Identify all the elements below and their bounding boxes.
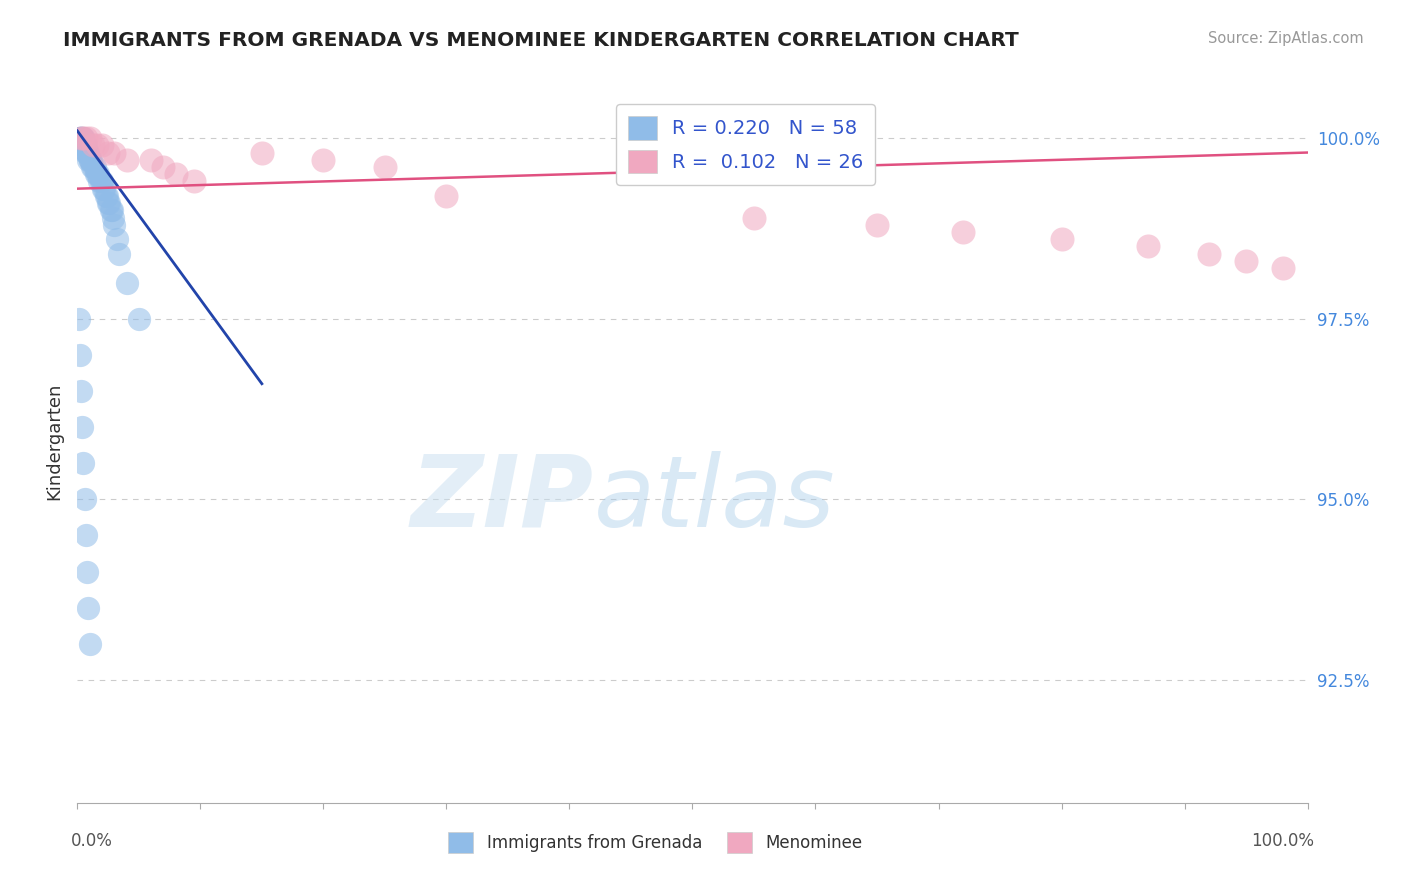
Point xyxy=(75,138,97,153)
Point xyxy=(89,174,111,188)
Point xyxy=(250,145,273,160)
Point xyxy=(73,492,96,507)
Point xyxy=(152,160,174,174)
Point xyxy=(115,153,138,167)
Point xyxy=(72,131,94,145)
Point xyxy=(76,565,98,579)
Point xyxy=(70,131,93,145)
Point xyxy=(69,131,91,145)
Point xyxy=(70,131,93,145)
Point xyxy=(86,138,108,153)
Point xyxy=(94,189,117,203)
Point xyxy=(70,420,93,434)
Point xyxy=(866,218,889,232)
Point xyxy=(1136,239,1159,253)
Point xyxy=(98,196,121,211)
Point xyxy=(141,153,163,167)
Point xyxy=(77,600,100,615)
Point xyxy=(79,131,101,145)
Point xyxy=(67,131,90,145)
Point xyxy=(86,167,108,181)
Point xyxy=(79,153,101,167)
Point xyxy=(115,276,138,290)
Point xyxy=(75,145,97,160)
Point xyxy=(70,384,93,398)
Point xyxy=(70,131,93,145)
Point xyxy=(80,153,103,167)
Point xyxy=(91,181,114,195)
Point xyxy=(105,232,128,246)
Legend: Immigrants from Grenada, Menominee: Immigrants from Grenada, Menominee xyxy=(441,826,869,860)
Point xyxy=(70,131,93,145)
Point xyxy=(97,196,120,211)
Point xyxy=(82,138,104,153)
Point xyxy=(436,189,458,203)
Point xyxy=(103,218,125,232)
Text: ZIP: ZIP xyxy=(411,450,595,548)
Point xyxy=(82,160,104,174)
Point xyxy=(67,131,90,145)
Point xyxy=(87,167,110,181)
Point xyxy=(69,131,91,145)
Point xyxy=(70,131,93,145)
Point xyxy=(103,145,125,160)
Point xyxy=(72,456,94,470)
Point xyxy=(96,189,118,203)
Point xyxy=(67,311,90,326)
Point xyxy=(69,131,91,145)
Point xyxy=(69,348,91,362)
Point xyxy=(101,211,124,225)
Point xyxy=(312,153,335,167)
Point xyxy=(128,311,150,326)
Point xyxy=(952,225,974,239)
Point xyxy=(108,246,131,260)
Point xyxy=(75,131,97,145)
Point xyxy=(1272,261,1295,276)
Point xyxy=(101,203,124,218)
Point xyxy=(1234,253,1257,268)
Point xyxy=(72,138,94,153)
Point xyxy=(1198,246,1220,260)
Point xyxy=(70,131,93,145)
Point xyxy=(93,181,115,195)
Point xyxy=(90,138,114,153)
Point xyxy=(90,174,112,188)
Point xyxy=(1050,232,1073,246)
Text: 100.0%: 100.0% xyxy=(1251,831,1313,850)
Point xyxy=(84,167,107,181)
Point xyxy=(75,528,97,542)
Point xyxy=(73,138,96,153)
Point xyxy=(83,160,105,174)
Point xyxy=(77,145,100,160)
Point xyxy=(73,138,96,153)
Point xyxy=(79,637,101,651)
Text: atlas: atlas xyxy=(595,450,835,548)
Point xyxy=(73,138,96,153)
Text: Source: ZipAtlas.com: Source: ZipAtlas.com xyxy=(1208,31,1364,46)
Point xyxy=(742,211,765,225)
Point xyxy=(90,174,114,188)
Point xyxy=(77,153,100,167)
Text: IMMIGRANTS FROM GRENADA VS MENOMINEE KINDERGARTEN CORRELATION CHART: IMMIGRANTS FROM GRENADA VS MENOMINEE KIN… xyxy=(63,31,1019,50)
Point xyxy=(79,153,101,167)
Point xyxy=(97,145,120,160)
Point xyxy=(183,174,205,188)
Point xyxy=(374,160,396,174)
Point xyxy=(165,167,187,181)
Point xyxy=(76,145,98,160)
Point xyxy=(72,131,94,145)
Y-axis label: Kindergarten: Kindergarten xyxy=(45,383,63,500)
Point xyxy=(82,160,104,174)
Point xyxy=(72,131,94,145)
Point xyxy=(100,203,122,218)
Text: 0.0%: 0.0% xyxy=(72,831,112,850)
Point xyxy=(76,145,98,160)
